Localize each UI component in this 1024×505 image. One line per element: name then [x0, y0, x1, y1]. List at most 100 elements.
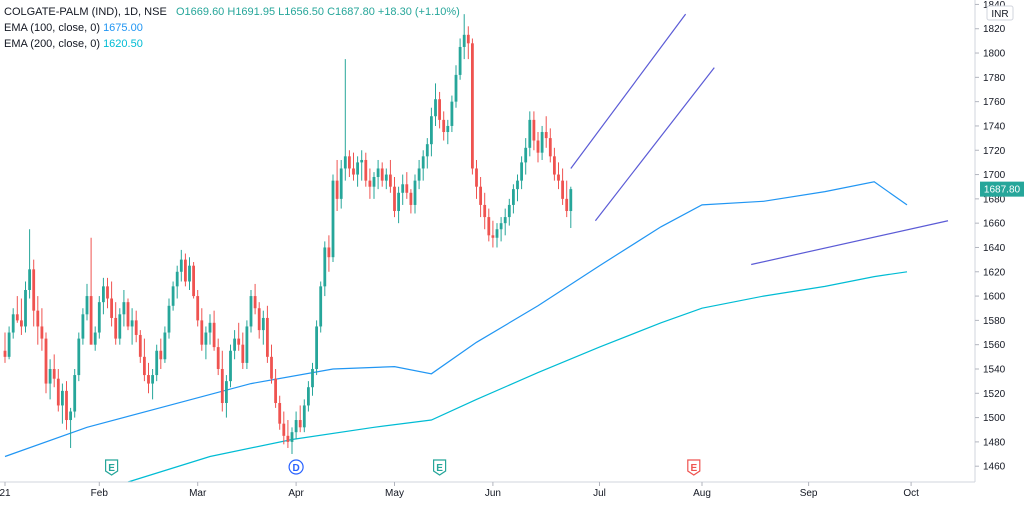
candle-body [389, 174, 392, 187]
candle-body [261, 317, 265, 331]
candle-body [73, 375, 77, 412]
candle-body [81, 314, 85, 339]
price-tick-label: 1620 [983, 267, 1006, 278]
candle [7, 326, 11, 360]
legend-ema200-row[interactable]: EMA (200, close, 0) 1620.50 [4, 36, 460, 52]
candle-body [471, 43, 474, 169]
candle-body [360, 159, 364, 163]
time-axis[interactable]: 21 Feb Mar Apr May Jun Jul Aug Sep Oct [0, 481, 975, 499]
candle-body [384, 174, 388, 181]
ema200-line [127, 271, 908, 483]
candle-body [454, 74, 458, 102]
legend-ema100-row[interactable]: EMA (100, close, 0) 1675.00 [4, 20, 460, 36]
candle [175, 265, 179, 299]
candle-body [417, 168, 421, 181]
candle [495, 223, 499, 248]
time-tick-label: 21 [0, 488, 11, 499]
candle [499, 217, 503, 242]
candle-body [24, 290, 27, 327]
candle-body [155, 350, 159, 376]
candle [405, 172, 409, 199]
legend-ema100-value: 1675.00 [103, 22, 143, 34]
candle-body [356, 162, 359, 175]
currency-badge[interactable]: INR [986, 5, 1014, 21]
candle-body [364, 159, 368, 181]
candle [376, 159, 380, 190]
candle [516, 174, 519, 202]
candle [302, 399, 306, 433]
candle-body [28, 269, 31, 290]
time-tick-label: Feb [91, 488, 109, 499]
candle-body [167, 305, 171, 333]
candle-body [475, 168, 478, 187]
candle [343, 59, 347, 181]
candle [282, 411, 286, 445]
candle [147, 362, 150, 394]
candle [167, 298, 171, 339]
candle [32, 259, 36, 327]
price-tick-label: 1760 [983, 97, 1006, 108]
candle-body [225, 381, 228, 404]
price-tick-label: 1540 [983, 364, 1006, 375]
candle [323, 241, 327, 297]
price-tick-label: 1480 [983, 437, 1006, 448]
candle [179, 249, 183, 282]
candle [380, 162, 384, 187]
time-tick-label: May [385, 488, 404, 499]
candle [458, 38, 462, 80]
candle-body [372, 176, 376, 187]
candle-body [569, 189, 573, 212]
earnings-badge [105, 459, 119, 476]
candle [118, 308, 122, 345]
candle [471, 38, 474, 175]
price-tick-label: 1840 [983, 0, 1006, 11]
candle-body [48, 368, 52, 384]
candle-body [311, 368, 314, 388]
candle-body [237, 338, 241, 345]
candle-body [376, 168, 380, 177]
candle [106, 277, 109, 309]
candle [171, 281, 175, 311]
candle [487, 208, 491, 242]
candle-body [487, 217, 491, 236]
candle [130, 308, 134, 345]
candle [430, 107, 433, 157]
price-tick-label: 1740 [983, 121, 1006, 132]
price-tick-label: 1800 [983, 49, 1006, 60]
candle [184, 253, 187, 287]
candle-body [15, 314, 19, 321]
candle-body [253, 296, 257, 309]
candle [237, 322, 241, 351]
candle-body [343, 156, 347, 169]
candle [134, 310, 138, 343]
candle-body [270, 356, 273, 379]
earnings-badge [687, 459, 701, 476]
price-axis[interactable]: 1460 1480 1500 1520 1540 1560 1580 1600 1620 1640… [974, 0, 1006, 482]
candle [466, 26, 470, 60]
candle [483, 192, 487, 230]
candle [278, 395, 282, 430]
candle [450, 95, 454, 133]
candle-body [499, 223, 503, 230]
time-tick-label: Mar [189, 488, 207, 499]
price-tick-label: 1680 [983, 194, 1006, 205]
price-tick-label: 1500 [983, 413, 1006, 424]
candle [24, 281, 27, 333]
candle-body [245, 326, 249, 363]
candle [15, 296, 19, 323]
candle-body [40, 326, 44, 339]
candle-body [339, 168, 343, 199]
candle-body [495, 229, 499, 238]
candles [3, 14, 573, 455]
candle [417, 159, 421, 190]
candle-body [77, 338, 81, 376]
candle-body [540, 132, 544, 153]
candle [528, 111, 532, 157]
candle-body [483, 204, 487, 218]
candle-body [462, 34, 466, 47]
candle-body [163, 332, 167, 360]
candle-body [491, 235, 495, 238]
candle [307, 381, 310, 412]
time-tick-label: Apr [288, 488, 304, 499]
